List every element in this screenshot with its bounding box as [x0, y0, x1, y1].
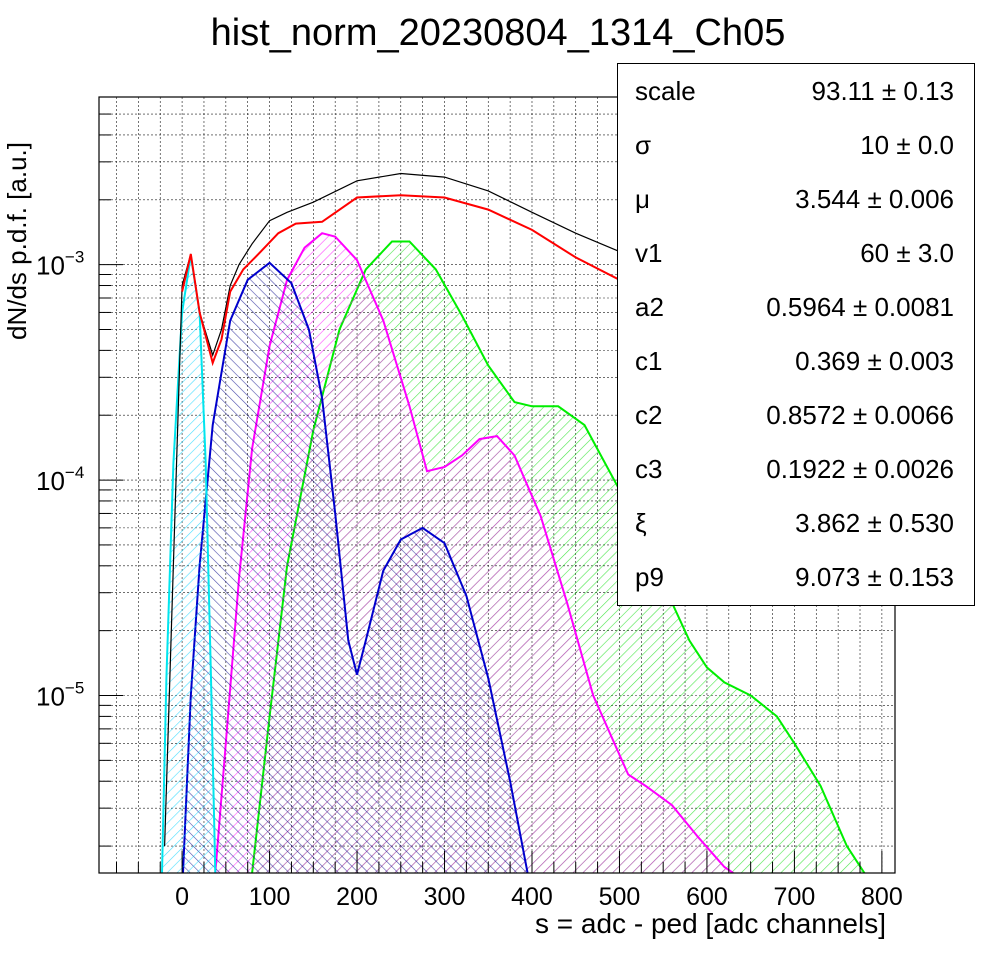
fit-stats-box: scale 93.11 ± 0.13 σ 10 ± 0.0 μ 3.544 ± 0.0… [617, 63, 975, 606]
y-tick-label: 10−4 [36, 463, 84, 496]
stat-value: 93.11 ± 0.13 [811, 76, 954, 106]
stat-row: c2 0.8572 ± 0.0066 [618, 388, 974, 442]
stat-value: 10 ± 0.0 [860, 130, 954, 160]
stat-row: ξ 3.862 ± 0.530 [618, 496, 974, 550]
y-tick-label: 10−3 [36, 248, 84, 281]
stat-row: c3 0.1922 ± 0.0026 [618, 442, 974, 496]
x-tick-label: 700 [774, 883, 816, 911]
stat-row: a2 0.5964 ± 0.0081 [618, 280, 974, 334]
ticks [99, 96, 883, 873]
stat-name: v1 [635, 238, 663, 268]
x-tick-label: 0 [175, 883, 189, 911]
x-tick-label: 100 [249, 883, 291, 911]
stat-name: σ [635, 130, 652, 160]
x-axis-label: s = adc - ped [adc channels] [535, 908, 886, 939]
stat-name: p9 [635, 562, 664, 592]
stat-name: scale [635, 76, 696, 106]
stat-value: 9.073 ± 0.153 [795, 562, 954, 592]
stat-name: ξ [635, 508, 647, 538]
x-tick-label: 200 [336, 883, 378, 911]
stat-value: 0.369 ± 0.003 [795, 346, 954, 376]
stat-value: 3.862 ± 0.530 [795, 508, 954, 538]
stat-name: a2 [635, 292, 664, 322]
x-tick-label: 500 [599, 883, 641, 911]
series-fill-g1 [183, 262, 528, 873]
stat-row: σ 10 ± 0.0 [618, 118, 974, 172]
chart-title: hist_norm_20230804_1314_Ch05 [210, 12, 786, 54]
stat-value: 60 ± 3.0 [860, 238, 954, 268]
stat-row: c1 0.369 ± 0.003 [618, 334, 974, 388]
stat-value: 0.8572 ± 0.0066 [766, 400, 954, 430]
stat-row: μ 3.544 ± 0.006 [618, 172, 974, 226]
stat-value: 0.5964 ± 0.0081 [766, 292, 954, 322]
stat-row: v1 60 ± 3.0 [618, 226, 974, 280]
x-tick-label: 600 [686, 883, 728, 911]
stat-name: μ [635, 184, 650, 214]
stat-row: p9 9.073 ± 0.153 [618, 550, 974, 604]
series-line-g1 [182, 261, 529, 873]
stat-value: 0.1922 ± 0.0026 [766, 454, 954, 484]
stat-value: 3.544 ± 0.006 [795, 184, 954, 214]
x-tick-label: 400 [511, 883, 553, 911]
stat-row: scale 93.11 ± 0.13 [618, 64, 974, 118]
y-axis-label: dN/ds p.d.f. [a.u.] [2, 142, 32, 340]
series-fill-g0 [162, 255, 216, 873]
x-tick-label: 300 [424, 883, 466, 911]
series-group [161, 172, 866, 873]
y-tick-label: 10−5 [36, 679, 84, 712]
stat-name: c1 [635, 346, 663, 376]
stat-name: c2 [635, 400, 663, 430]
stat-name: c3 [635, 454, 663, 484]
x-tick-label: 800 [861, 883, 903, 911]
